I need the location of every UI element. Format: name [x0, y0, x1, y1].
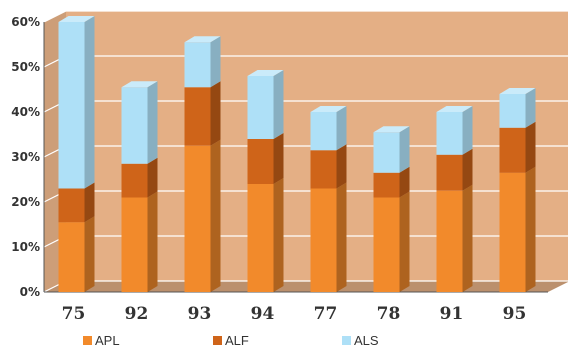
bar-als-side	[84, 16, 95, 189]
bar-als	[499, 94, 526, 128]
x-tick-label: 95	[503, 304, 527, 324]
bar-als-side	[525, 88, 536, 128]
bar-apl	[184, 145, 211, 292]
bar-als-side	[210, 36, 221, 88]
bar-alf-side	[147, 157, 158, 198]
bar-als-top	[436, 106, 473, 112]
bar-stack	[121, 81, 158, 292]
bar-als-side	[273, 70, 284, 139]
bar-als-side	[462, 106, 473, 155]
gridline	[43, 10, 568, 23]
bar-als-top	[184, 36, 221, 43]
legend-swatch	[213, 336, 222, 345]
legend-item: ALS	[342, 333, 379, 347]
legend-item: APL	[83, 333, 120, 347]
bar-als	[436, 112, 463, 155]
legend-swatch	[342, 336, 351, 345]
bar-alf	[184, 87, 211, 146]
bar-alf	[121, 163, 148, 198]
bar-als-top	[58, 16, 95, 22]
x-tick-label: 77	[314, 304, 338, 324]
bar-alf-side	[525, 121, 536, 173]
y-tick-label: 40%	[11, 105, 40, 119]
bar-als	[247, 76, 274, 139]
bar-apl-side	[462, 184, 473, 292]
bar-apl	[373, 197, 400, 292]
bar-apl-side	[84, 216, 95, 292]
bar-apl-side	[147, 191, 158, 292]
bar-als	[184, 42, 211, 88]
x-tick-label: 93	[188, 304, 212, 324]
bar-apl	[58, 222, 85, 292]
x-tick-label: 78	[377, 304, 401, 324]
bar-apl	[499, 172, 526, 292]
x-tick-label: 94	[251, 304, 275, 324]
bar-alf-side	[462, 148, 473, 191]
bar-als	[121, 87, 148, 164]
y-tick-label: 20%	[11, 195, 40, 209]
bar-alf	[310, 150, 337, 189]
x-axis-ticks: 75 92 93 94 77 78 91 95	[62, 304, 527, 324]
bar-apl	[247, 184, 274, 292]
bar-stack	[499, 88, 536, 292]
bar-alf-side	[210, 81, 221, 146]
bar-apl	[310, 188, 337, 292]
legend-label: APL	[95, 333, 120, 347]
bar-alf-side	[399, 166, 410, 198]
legend-item: ALF	[213, 333, 249, 347]
bar-apl-side	[525, 166, 536, 292]
bar-als	[58, 22, 85, 189]
bar-als	[373, 132, 400, 173]
bar-als-top	[121, 81, 158, 88]
bar-als-top	[499, 88, 536, 94]
bar-alf	[499, 127, 526, 173]
bar-stack	[58, 16, 95, 292]
y-tick-label: 0%	[20, 285, 40, 299]
bar-apl	[121, 197, 148, 292]
legend-label: ALS	[354, 333, 379, 347]
bar-alf-side	[273, 133, 284, 184]
bar-stack	[184, 36, 221, 292]
bar-als-side	[147, 81, 158, 164]
bar-alf-side	[84, 182, 95, 223]
x-tick-label: 75	[62, 304, 86, 324]
legend-swatch	[83, 336, 92, 345]
bars	[58, 16, 536, 292]
bar-als-top	[247, 70, 284, 76]
bar-apl	[436, 190, 463, 292]
bar-als	[310, 112, 337, 151]
bar-alf	[373, 172, 400, 198]
y-axis-ticks: 0% 10% 20% 30% 40% 50% 60%	[11, 15, 40, 299]
bar-alf-side	[336, 144, 347, 189]
bar-apl-side	[336, 182, 347, 292]
bar-alf	[58, 188, 85, 223]
legend-label: ALF	[225, 333, 249, 347]
y-tick-label: 10%	[11, 240, 40, 254]
bar-apl-side	[399, 191, 410, 292]
bar-als-side	[399, 126, 410, 173]
y-tick-label: 60%	[11, 15, 40, 29]
y-tick-label: 30%	[11, 150, 40, 164]
bar-als-top	[373, 126, 410, 133]
bar-stack	[247, 70, 284, 292]
bar-als-side	[336, 106, 347, 151]
bar-apl-side	[210, 139, 221, 292]
bar-alf	[247, 139, 274, 184]
bar-apl-side	[273, 178, 284, 292]
x-tick-label: 91	[440, 304, 464, 324]
bar-stack	[310, 106, 347, 292]
bar-stack	[436, 106, 473, 292]
x-tick-label: 92	[125, 304, 149, 324]
legend: APL ALF ALS	[83, 333, 379, 347]
y-tick-label: 50%	[11, 60, 40, 74]
bar-alf	[436, 154, 463, 191]
bar-stack	[373, 126, 410, 292]
bar-als-top	[310, 106, 347, 112]
